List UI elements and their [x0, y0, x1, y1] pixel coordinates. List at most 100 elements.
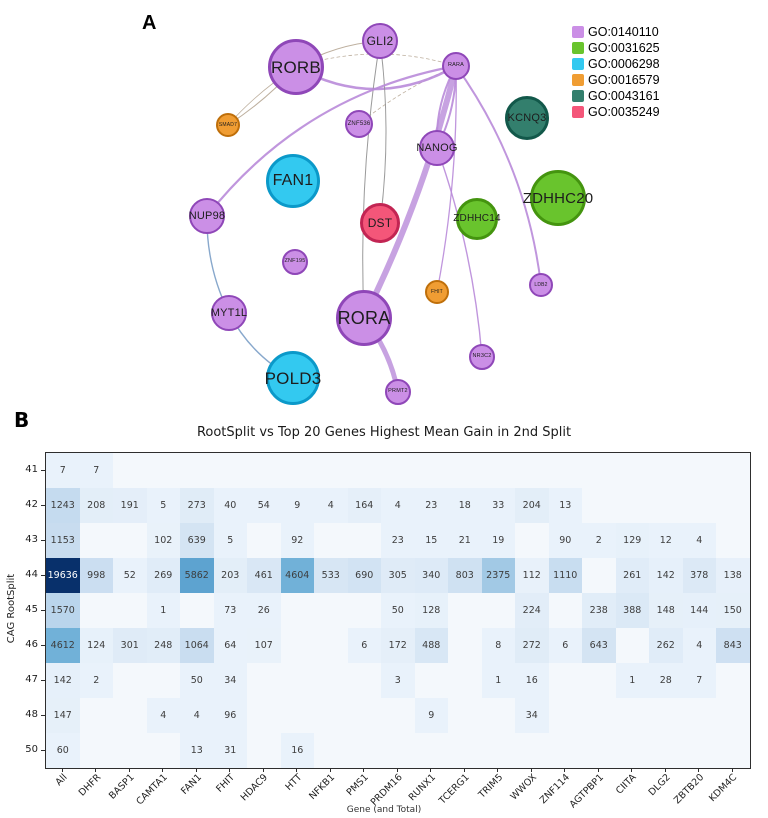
- network-edge: [436, 147, 483, 358]
- x-tick-label: FAN1: [178, 772, 204, 797]
- network-node-znf195: ZNF195: [282, 249, 308, 275]
- y-tick-label: 48: [25, 709, 38, 720]
- legend-swatch: [572, 90, 584, 102]
- heatmap-cell: 26: [247, 593, 281, 628]
- heatmap-cell: [213, 453, 247, 488]
- heatmap-cell: [716, 488, 750, 523]
- node-label: DST: [367, 216, 393, 230]
- y-tick-label: 41: [25, 464, 38, 475]
- legend-label: GO:0035249: [588, 105, 660, 119]
- node-label: SMAD7: [218, 121, 238, 128]
- heatmap-cell: [113, 663, 147, 698]
- heatmap-cell: 73: [213, 593, 247, 628]
- network-node-fan1: FAN1: [266, 154, 320, 208]
- network-node-gli2: GLI2: [362, 23, 398, 59]
- heatmap-cell: 5862: [180, 558, 214, 593]
- heatmap-cell: 23: [414, 488, 448, 523]
- heatmap-cell: 1: [615, 663, 649, 698]
- heatmap-cell: 248: [146, 628, 180, 663]
- node-label: NANOG: [416, 141, 458, 154]
- heatmap-cell: 6: [548, 628, 582, 663]
- node-label: FHIT: [431, 288, 443, 295]
- heatmap-cell: 4: [682, 523, 716, 558]
- y-tick-label: 46: [25, 639, 38, 650]
- heatmap-cell: 272: [515, 628, 549, 663]
- legend-item: GO:0031625: [572, 40, 660, 56]
- y-tick-mark: [41, 679, 45, 681]
- node-label: ZDHHC14: [453, 213, 501, 224]
- heatmap-cell: [615, 628, 649, 663]
- heatmap-cell: [280, 628, 314, 663]
- heatmap-cell: [79, 593, 113, 628]
- node-label: PRMT2: [388, 388, 408, 395]
- heatmap-cell: 639: [180, 523, 214, 558]
- network-edge: [455, 65, 542, 286]
- heatmap-cell: 273: [180, 488, 214, 523]
- heatmap-cell: [582, 733, 616, 768]
- heatmap-cell: 64: [213, 628, 247, 663]
- y-tick-label: 47: [25, 674, 38, 685]
- heatmap-cell: [347, 698, 381, 733]
- network-node-zdhhc14: ZDHHC14: [453, 198, 501, 240]
- x-tick-mark: [631, 768, 633, 772]
- heatmap-cell: 1: [146, 593, 180, 628]
- heatmap-cell: [280, 453, 314, 488]
- heatmap-cell: 4: [314, 488, 348, 523]
- node-label: MYT1L: [210, 306, 248, 319]
- network-node-fhit: FHIT: [425, 280, 449, 304]
- heatmap-cell: 21: [448, 523, 482, 558]
- heatmap-cell: [414, 453, 448, 488]
- heatmap-cell: [79, 733, 113, 768]
- heatmap-cell: [548, 663, 582, 698]
- heatmap-cell: 7: [46, 453, 80, 488]
- heatmap-cell: [113, 523, 147, 558]
- y-tick-mark: [41, 714, 45, 716]
- heatmap-cell: 144: [682, 593, 716, 628]
- heatmap-cell: 7: [79, 453, 113, 488]
- heatmap-cell: [146, 453, 180, 488]
- y-tick-mark: [41, 609, 45, 611]
- heatmap-cell: 378: [682, 558, 716, 593]
- heatmap-cell: 150: [716, 593, 750, 628]
- heatmap-cell: 19636: [46, 558, 80, 593]
- heatmap-cell: [448, 453, 482, 488]
- heatmap-cell: 269: [146, 558, 180, 593]
- heatmap-cell: 204: [515, 488, 549, 523]
- heatmap-cell: [448, 663, 482, 698]
- node-label: NR3C2: [472, 353, 492, 360]
- heatmap-cell: 1153: [46, 523, 80, 558]
- x-tick-mark: [664, 768, 666, 772]
- heatmap-cell: [481, 593, 515, 628]
- network-node-rora: RORA: [336, 290, 392, 346]
- heatmap-cell: [113, 593, 147, 628]
- heatmap-cell: 19: [481, 523, 515, 558]
- x-tick-label: HTT: [283, 772, 305, 793]
- heatmap-cell: [582, 698, 616, 733]
- heatmap-cell: [314, 523, 348, 558]
- y-tick-label: 42: [25, 499, 38, 510]
- x-tick-label: ZBTB20: [671, 772, 707, 807]
- network-node-nr3c2: NR3C2: [469, 344, 495, 370]
- heatmap-cell: 1570: [46, 593, 80, 628]
- legend-item: GO:0043161: [572, 88, 660, 104]
- network-node-nup98: NUP98: [189, 198, 225, 234]
- heatmap-cell: [280, 698, 314, 733]
- heatmap-cell: 107: [247, 628, 281, 663]
- network-edge: [362, 40, 381, 319]
- heatmap-cell: [414, 663, 448, 698]
- x-tick-label: ZNF114: [537, 772, 573, 807]
- heatmap-cell: [548, 453, 582, 488]
- heatmap-cell: 124: [79, 628, 113, 663]
- heatmap-cell: 803: [448, 558, 482, 593]
- heatmap-cell: 5: [213, 523, 247, 558]
- heatmap-cell: [716, 698, 750, 733]
- legend-swatch: [572, 58, 584, 70]
- heatmap-cell: 33: [481, 488, 515, 523]
- heatmap-cell: [615, 453, 649, 488]
- heatmap-cell: 34: [515, 698, 549, 733]
- heatmap-cell: 643: [582, 628, 616, 663]
- heatmap-cell: 18: [448, 488, 482, 523]
- heatmap-cell: 4612: [46, 628, 80, 663]
- node-label: RORB: [271, 57, 321, 77]
- heatmap-cell: [113, 453, 147, 488]
